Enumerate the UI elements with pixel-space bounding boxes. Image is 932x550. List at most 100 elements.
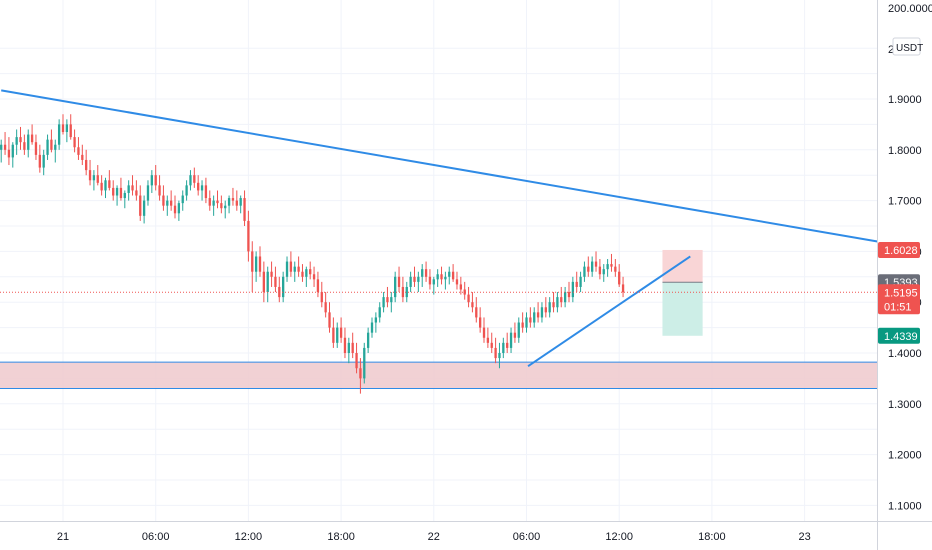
candle-body — [289, 261, 293, 272]
candle-body — [54, 144, 57, 150]
candle-body — [88, 170, 92, 181]
candle-body — [173, 205, 177, 214]
candle-body — [204, 185, 208, 199]
candle-body — [455, 279, 459, 285]
candle-body — [610, 264, 613, 267]
candle-body — [181, 195, 184, 204]
x-tick-label: 21 — [57, 531, 69, 543]
x-tick-label: 12:00 — [235, 531, 263, 543]
candle-body — [142, 200, 146, 216]
price-tag-green — [878, 327, 920, 344]
candle-body — [216, 200, 219, 204]
candle-body — [351, 342, 354, 353]
candle-body — [394, 276, 397, 298]
candle-body — [197, 182, 200, 191]
y-tick-label: 1.7000 — [888, 196, 922, 208]
candles — [0, 114, 625, 394]
candle-body — [502, 342, 505, 353]
candle-body — [409, 276, 412, 287]
candle-body — [69, 124, 72, 138]
candle-body — [65, 124, 69, 133]
candle-body — [150, 175, 153, 186]
candle-body — [312, 274, 316, 280]
candle-body — [46, 139, 49, 155]
candle-body — [328, 312, 331, 328]
candle-body — [405, 286, 408, 298]
candle-body — [471, 302, 474, 308]
trendline-descending[interactable] — [1, 89, 883, 244]
candle-body — [509, 332, 513, 348]
price-tag-countdown: 01:51 — [884, 301, 912, 313]
candle-body — [131, 185, 134, 191]
candle-body — [513, 332, 517, 338]
candle-body — [224, 205, 227, 209]
support-zone[interactable] — [0, 361, 877, 390]
candle-body — [15, 137, 18, 145]
candle-body — [359, 368, 362, 379]
candle-body — [258, 256, 262, 272]
candle-body — [309, 269, 312, 275]
y-tick-label: 1.1000 — [888, 500, 922, 512]
candle-body — [583, 266, 586, 277]
support-zone-fill[interactable] — [0, 362, 877, 389]
candle-body — [482, 327, 486, 338]
unit-label: USDT — [896, 43, 923, 54]
candle-body — [563, 292, 567, 303]
candle-body — [235, 200, 238, 206]
unit-button[interactable] — [892, 37, 921, 56]
price-tag-value: 1.5195 — [884, 287, 918, 299]
candle-body — [444, 276, 447, 280]
candle-body — [587, 266, 590, 272]
candle-body — [162, 195, 165, 206]
time-axis[interactable]: 21 06:00 12:00 18:00 22 06:00 12:00 18:00 23 — [0, 521, 932, 544]
candle-body — [108, 180, 111, 188]
candle-body — [243, 198, 246, 221]
x-tick-label: 18:00 — [327, 531, 355, 543]
candle-body — [212, 200, 215, 206]
candle-body — [355, 353, 358, 369]
candle-body — [139, 195, 142, 216]
candle-body — [529, 317, 532, 323]
grid-lines — [0, 0, 877, 521]
candle-body — [285, 261, 289, 277]
candle-body — [494, 347, 497, 359]
candle-body — [316, 279, 320, 293]
candle-body — [27, 134, 30, 150]
candle-body — [61, 124, 65, 133]
position-stop-zone[interactable] — [662, 249, 703, 283]
candle-body — [428, 276, 432, 285]
candle-body — [594, 261, 598, 267]
candle-body — [591, 261, 594, 272]
position-target-zone[interactable] — [662, 282, 703, 336]
price-tag-red — [878, 284, 920, 315]
trendline-ascending[interactable] — [527, 255, 691, 368]
candle-body — [7, 149, 11, 158]
y-tick-label: 200.0000 — [888, 3, 932, 15]
y-tick-label: 2 — [888, 44, 894, 56]
candle-body — [525, 317, 528, 328]
candle-body — [339, 327, 343, 338]
candle-body — [459, 284, 462, 290]
price-tag-red — [878, 241, 920, 258]
candle-body — [57, 124, 61, 145]
candle-body — [262, 271, 266, 293]
candle-body — [282, 276, 285, 298]
candle-body — [606, 264, 609, 270]
candle-body — [208, 198, 211, 206]
candle-body — [347, 342, 350, 353]
candle-body — [169, 200, 173, 206]
candle-body — [413, 276, 416, 282]
candle-body — [536, 312, 540, 318]
candle-body — [424, 269, 428, 277]
x-tick-label: 12:00 — [605, 531, 633, 543]
drawings[interactable] — [1, 89, 883, 368]
y-tick-label: 1.4000 — [888, 348, 922, 360]
candle-body — [448, 271, 451, 277]
candle-body — [567, 292, 571, 298]
candle-body — [486, 337, 490, 343]
candle-body — [614, 266, 617, 272]
candle-body — [239, 198, 242, 206]
candle-body — [154, 175, 157, 186]
